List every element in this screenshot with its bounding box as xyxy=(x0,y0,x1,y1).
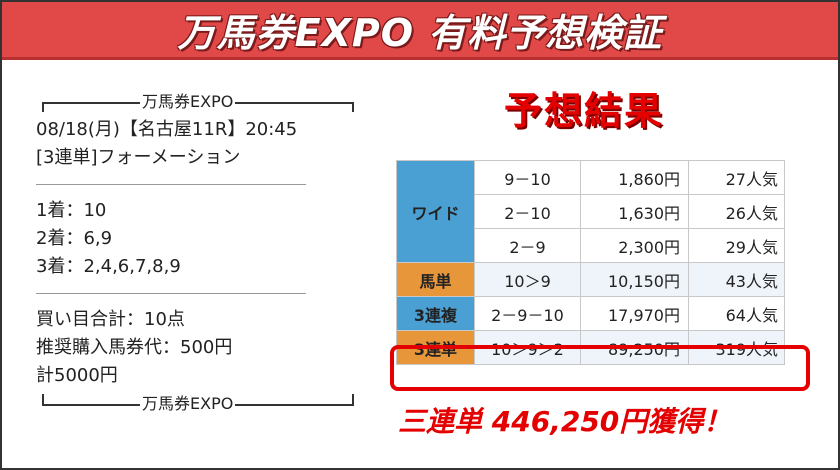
total-cost: 計5000円 xyxy=(36,365,118,386)
popularity-cell: 64人気 xyxy=(688,296,785,331)
combo-cell: 2－9－10 xyxy=(474,296,581,331)
combo-cell: 2－10 xyxy=(474,194,581,229)
divider xyxy=(36,293,306,294)
payout-cell: 1,630円 xyxy=(580,194,689,229)
popularity-cell: 29人気 xyxy=(688,228,785,263)
header-banner: 万馬券EXPO 有料予想検証 xyxy=(2,2,838,60)
popularity-cell: 26人気 xyxy=(688,194,785,229)
ticket-brand-bottom: 万馬券EXPO xyxy=(36,390,354,418)
popularity-cell: 27人気 xyxy=(688,160,785,195)
race-info: 08/18(月)【名古屋11R】20:45 xyxy=(36,119,298,140)
result-title: 予想結果 xyxy=(504,89,665,133)
bet-type: [3連単]フォーメーション xyxy=(36,147,241,168)
ticket-brand-top: 万馬券EXPO xyxy=(36,88,354,116)
bet-type-umatan: 馬単 xyxy=(396,262,475,297)
prediction-ticket: 万馬券EXPO 08/18(月)【名古屋11R】20:45 [3連単]フォーメー… xyxy=(36,88,366,418)
ticket-brand-label: 万馬券EXPO xyxy=(140,390,236,418)
winning-row-highlight xyxy=(390,345,810,391)
recommended-amount: 推奨購入馬券代：500円 xyxy=(36,337,233,358)
payout-table: ワイド 9－10 1,860円 27人気 2－10 1,630円 26人気 2－… xyxy=(396,160,785,365)
banner-title: 万馬券EXPO 有料予想検証 xyxy=(177,11,663,55)
payout-cell: 10,150円 xyxy=(580,262,689,297)
table-row: ワイド 9－10 1,860円 27人気 xyxy=(396,160,785,263)
third-place-pick: 3着：2,4,6,7,8,9 xyxy=(36,256,181,277)
combo-cell: 10＞9 xyxy=(474,262,581,297)
bet-type-sanrenpuku: 3連複 xyxy=(396,296,475,331)
payout-cell: 2,300円 xyxy=(580,228,689,263)
divider xyxy=(36,184,306,185)
popularity-cell: 43人気 xyxy=(688,262,785,297)
winnings-text: 三連単 446,250円獲得！ xyxy=(398,405,732,438)
ticket-brand-label: 万馬券EXPO xyxy=(140,88,236,116)
first-place-pick: 1着：10 xyxy=(36,200,107,221)
combo-cell: 2－9 xyxy=(474,228,581,263)
payout-cell: 17,970円 xyxy=(580,296,689,331)
second-place-pick: 2着：6,9 xyxy=(36,228,113,249)
payout-cell: 1,860円 xyxy=(580,160,689,195)
total-points: 買い目合計：10点 xyxy=(36,309,185,330)
table-row: 3連複 2－9－10 17,970円 64人気 xyxy=(396,296,785,331)
table-row: 2－9 2,300円 29人気 xyxy=(397,228,785,263)
bet-type-wide: ワイド xyxy=(396,160,475,263)
combo-cell: 9－10 xyxy=(474,160,581,195)
table-row: 馬単 10＞9 10,150円 43人気 xyxy=(396,262,785,297)
